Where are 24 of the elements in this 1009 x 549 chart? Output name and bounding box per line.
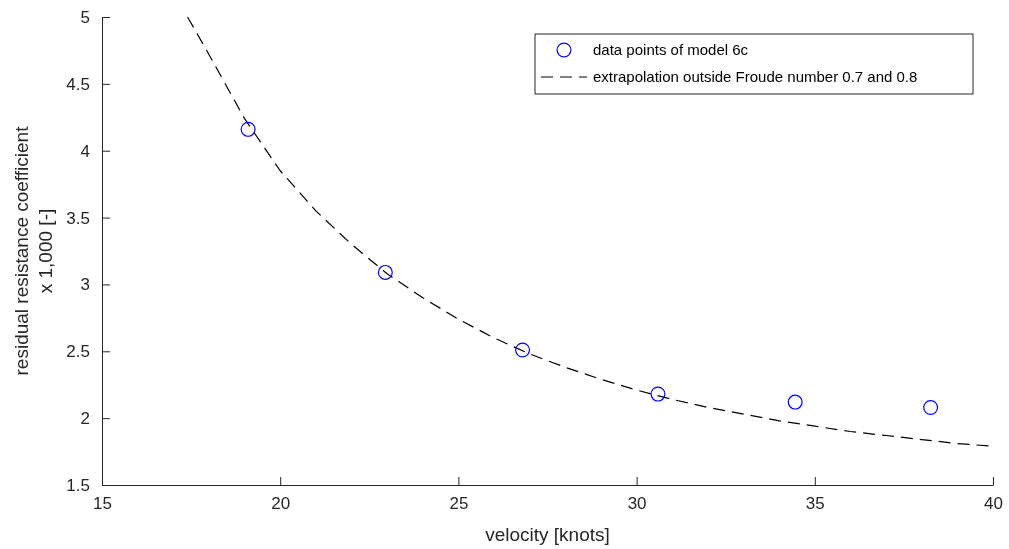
- x-tick-label: 20: [271, 494, 291, 514]
- y-tick-label: 3: [80, 275, 90, 295]
- y-tick-label: 4.5: [66, 74, 90, 94]
- point: [377, 264, 393, 280]
- y-axis-title: residual resistance coefficient x 1,000 [-]: [11, 125, 56, 376]
- point: [923, 399, 939, 415]
- legend-label: data points of model 6c: [593, 41, 749, 58]
- y-tick-label: 2: [80, 409, 90, 429]
- y-tick-label: 5: [80, 7, 90, 27]
- y-tick-label: 1.5: [66, 475, 90, 495]
- point: [240, 121, 256, 137]
- y-tick-label: 3.5: [66, 208, 90, 228]
- x-tick-label: 25: [449, 494, 469, 514]
- legend-label: extrapolation outside Froude number 0.7 and 0.8: [593, 68, 918, 85]
- point: [787, 394, 803, 410]
- x-tick-label: 35: [805, 494, 825, 514]
- x-axis-title: velocity [knots]: [485, 524, 610, 545]
- x-tick-label: 30: [627, 494, 647, 514]
- point: [650, 386, 666, 402]
- x-tick-label: 40: [984, 494, 1003, 514]
- y-tick-label: 4: [80, 141, 90, 161]
- x-tick-label: 15: [93, 494, 112, 514]
- y-tick-label: 2.5: [66, 342, 90, 362]
- point: [515, 342, 531, 358]
